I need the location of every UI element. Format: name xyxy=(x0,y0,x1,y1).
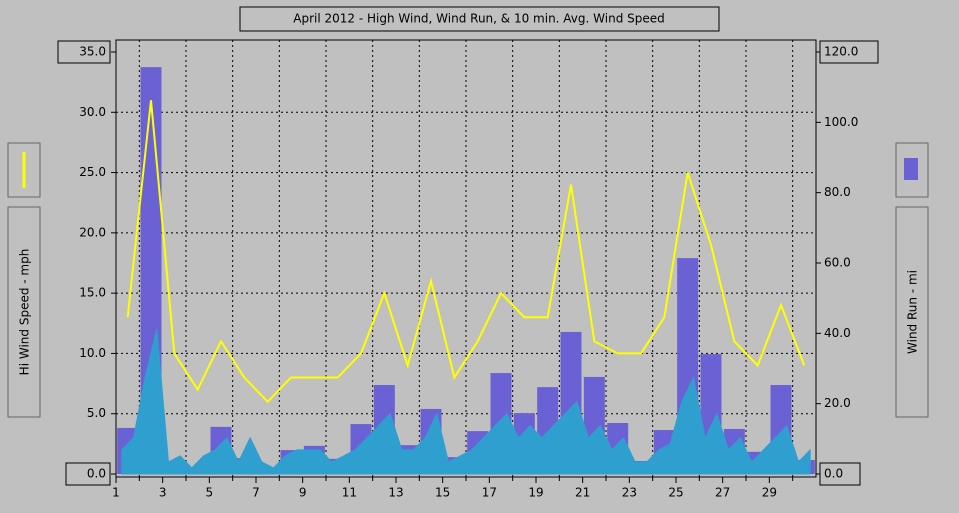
x-tick-label: 29 xyxy=(762,486,777,500)
y2-tick-label: 120.0 xyxy=(824,45,858,59)
x-tick-label: 5 xyxy=(206,486,214,500)
y2-tick-label: 0.0 xyxy=(824,467,843,481)
x-tick-label: 13 xyxy=(388,486,403,500)
avg-area xyxy=(121,329,811,475)
y-tick-label: 35.0 xyxy=(79,45,106,59)
chart-title: April 2012 - High Wind, Wind Run, & 10 m… xyxy=(293,12,665,26)
tick-box xyxy=(65,462,111,486)
tick-box xyxy=(819,462,861,486)
x-tick-label: 21 xyxy=(575,486,590,500)
y2-tick-label: 40.0 xyxy=(824,326,851,340)
y2-tick-label: 100.0 xyxy=(824,115,858,129)
y2-tick-label: 60.0 xyxy=(824,256,851,270)
right-legend: Wind Run - mi xyxy=(895,142,929,418)
x-tick-label: 3 xyxy=(159,486,167,500)
tick-box xyxy=(819,40,879,64)
y-tick-label: 5.0 xyxy=(87,406,106,420)
left-legend: Hi Wind Speed - mph xyxy=(7,142,41,418)
y-tick-label: 25.0 xyxy=(79,165,106,179)
x-tick-label: 19 xyxy=(528,486,543,500)
y2-tick-label: 20.0 xyxy=(824,396,851,410)
y-tick-label: 15.0 xyxy=(79,286,106,300)
y-tick-label: 0.0 xyxy=(87,467,106,481)
x-tick-label: 23 xyxy=(622,486,637,500)
x-tick-label: 17 xyxy=(482,486,497,500)
y-tick-label: 30.0 xyxy=(79,105,106,119)
x-tick-label: 27 xyxy=(715,486,730,500)
tick-box xyxy=(57,40,111,64)
x-tick-label: 1 xyxy=(112,486,120,500)
y-tick-label: 10.0 xyxy=(79,346,106,360)
title-box: April 2012 - High Wind, Wind Run, & 10 m… xyxy=(239,6,720,32)
plot-frame xyxy=(115,39,817,478)
y-tick-label: 20.0 xyxy=(79,225,106,239)
x-tick-label: 15 xyxy=(435,486,450,500)
x-tick-label: 7 xyxy=(252,486,260,500)
y2-tick-label: 80.0 xyxy=(824,185,851,199)
x-tick-label: 25 xyxy=(668,486,683,500)
y-axis-label: Hi Wind Speed - mph xyxy=(18,249,32,376)
y2-axis-label: Wind Run - mi xyxy=(906,270,920,354)
x-tick-label: 11 xyxy=(342,486,357,500)
x-tick-label: 9 xyxy=(299,486,307,500)
line xyxy=(126,100,806,404)
